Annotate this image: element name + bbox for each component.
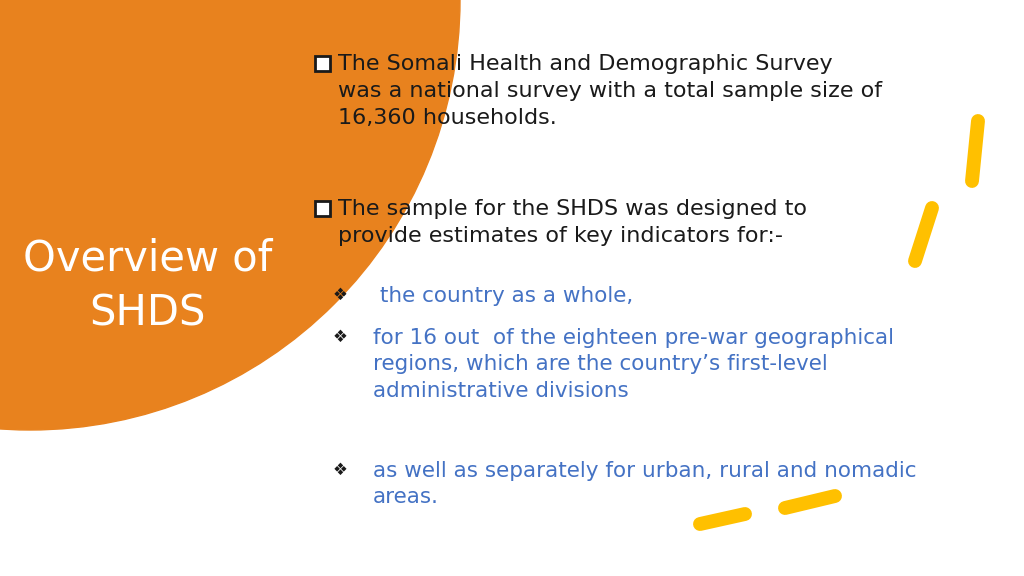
Text: ❖: ❖ xyxy=(333,328,348,346)
Text: for 16 out  of the eighteen pre-war geographical
regions, which are the country’: for 16 out of the eighteen pre-war geogr… xyxy=(373,328,894,401)
Circle shape xyxy=(0,0,460,430)
Text: as well as separately for urban, rural and nomadic
areas.: as well as separately for urban, rural a… xyxy=(373,461,916,507)
FancyBboxPatch shape xyxy=(315,201,330,216)
Text: the country as a whole,: the country as a whole, xyxy=(373,286,633,306)
Text: Overview of
SHDS: Overview of SHDS xyxy=(24,237,272,335)
Text: ❖: ❖ xyxy=(333,286,348,304)
Text: The sample for the SHDS was designed to
provide estimates of key indicators for:: The sample for the SHDS was designed to … xyxy=(338,199,807,246)
Text: ❖: ❖ xyxy=(333,461,348,479)
FancyBboxPatch shape xyxy=(315,56,330,71)
Text: The Somali Health and Demographic Survey
was a national survey with a total samp: The Somali Health and Demographic Survey… xyxy=(338,54,882,128)
